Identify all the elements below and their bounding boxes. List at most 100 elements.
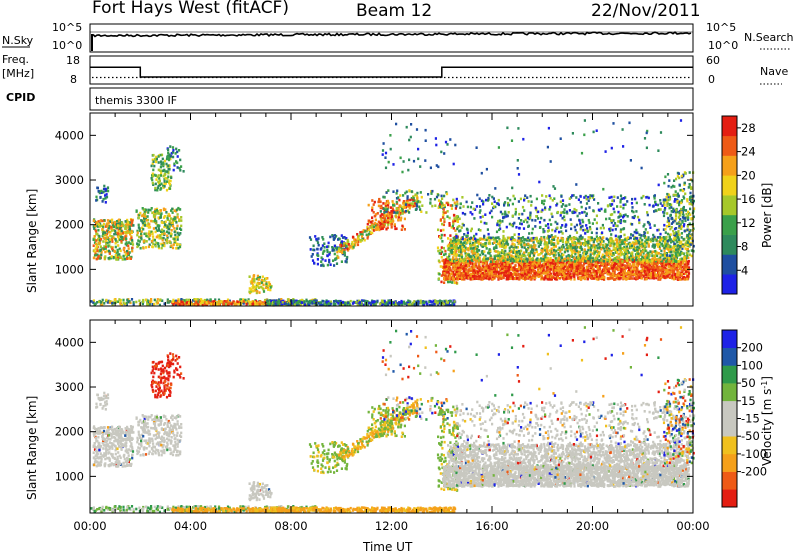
power-cell [437, 206, 440, 209]
power-cell [635, 269, 638, 273]
power-cell [588, 270, 591, 273]
power-cell [295, 303, 299, 307]
power-cell [371, 199, 374, 202]
power-cell [173, 240, 176, 244]
power-cell [196, 298, 199, 301]
power-cell [146, 215, 149, 218]
power-cell [151, 158, 154, 162]
power-cell [327, 302, 330, 305]
power-cell [277, 303, 280, 307]
power-cell [225, 300, 228, 303]
power-cell [160, 163, 163, 166]
power-cell [601, 273, 604, 276]
power-cell [171, 151, 175, 154]
power-cell [623, 270, 626, 273]
power-cell [178, 219, 181, 223]
power-cell [624, 265, 627, 268]
power-cell [558, 277, 562, 280]
power-cell [143, 217, 146, 220]
power-cell [176, 213, 179, 216]
power-cell [233, 301, 236, 305]
power-cell [166, 234, 169, 237]
power-cell [322, 238, 325, 241]
power-cell [430, 192, 433, 195]
power-cell [442, 258, 445, 262]
power-cell [160, 236, 163, 240]
power-cell [108, 224, 111, 228]
power-cell [338, 247, 341, 251]
power-cell [250, 300, 253, 304]
power-cell [326, 263, 329, 267]
power-cell [683, 264, 686, 268]
power-cell [531, 269, 534, 272]
power-cell [111, 240, 114, 243]
power-cell [95, 195, 98, 199]
power-cell [138, 235, 141, 239]
power-cell [453, 201, 456, 205]
power-cell [112, 236, 115, 239]
power-cell [101, 298, 104, 302]
power-cell [443, 272, 446, 275]
power-cell [453, 217, 456, 220]
power-cell [607, 267, 610, 271]
power-cell [286, 298, 290, 301]
power-cell [643, 269, 646, 273]
power-cell [111, 218, 114, 222]
power-cell [99, 224, 103, 228]
power-cell [412, 199, 415, 203]
nsearch-label: N.Search [744, 31, 794, 44]
power-cell [391, 217, 394, 221]
power-cell [269, 288, 272, 292]
power-cell [124, 302, 127, 306]
power-cell [337, 238, 340, 241]
power-cell [603, 276, 606, 279]
power-cell [166, 218, 169, 221]
power-cell [444, 249, 447, 253]
power-cell [379, 221, 382, 225]
power-cell [152, 235, 155, 238]
power-cell [462, 274, 465, 278]
power-cell [113, 232, 116, 236]
power-cell [163, 232, 166, 235]
power-cell [408, 206, 411, 210]
power-cell [495, 268, 499, 271]
power-cell [381, 149, 385, 152]
power-cell [95, 257, 98, 261]
power-cell [384, 151, 388, 155]
power-cell [572, 269, 575, 273]
power-cell [492, 274, 495, 277]
power-cell [541, 276, 544, 280]
power-cell [259, 300, 262, 304]
power-cell [168, 187, 171, 190]
power-cell [471, 274, 474, 278]
power-cell [218, 303, 221, 306]
power-cell [419, 208, 422, 211]
power-cell [209, 298, 212, 301]
power-cell [442, 253, 446, 257]
power-cell [144, 215, 147, 219]
power-cell [651, 276, 654, 279]
power-cell [579, 277, 582, 280]
power-cell [92, 244, 95, 247]
power-cell [252, 276, 255, 279]
power-cell [389, 147, 392, 151]
power-cell [156, 186, 159, 190]
power-cell [307, 302, 310, 306]
power-cell [180, 224, 183, 228]
power-cell [595, 275, 598, 278]
power-cell [359, 231, 362, 234]
power-cell [401, 170, 404, 174]
power-cell [371, 224, 374, 228]
power-cell [116, 251, 119, 254]
power-cell [95, 232, 98, 236]
power-cell [116, 232, 120, 235]
power-cell [152, 227, 155, 230]
power-cell [632, 267, 635, 271]
power-cell [107, 189, 110, 193]
power-cell [679, 267, 682, 270]
power-cell [197, 303, 200, 306]
power-cell [118, 247, 121, 251]
power-cell [129, 238, 132, 241]
power-cell [175, 302, 178, 305]
power-cell [112, 301, 115, 305]
